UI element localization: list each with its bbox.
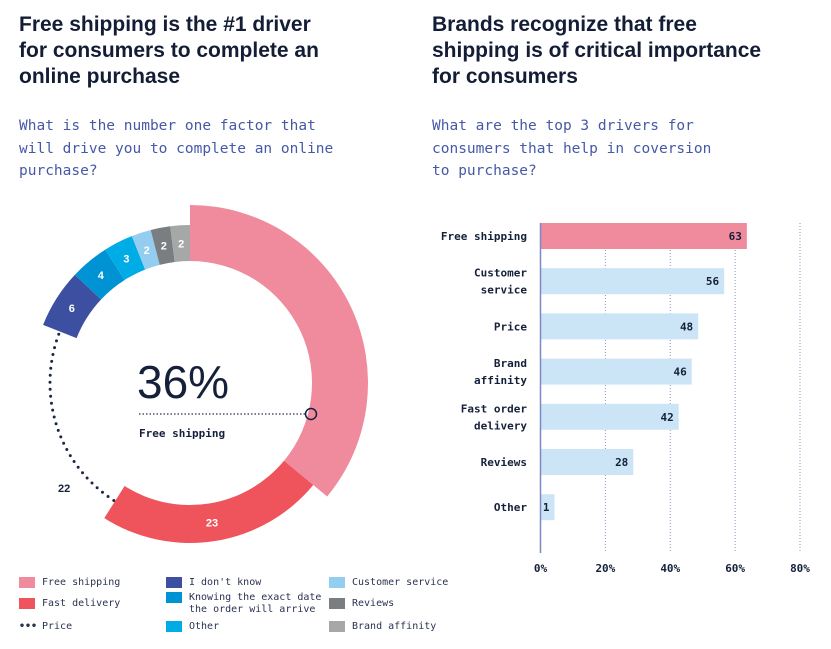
bar: [540, 358, 692, 385]
bar-value-label: 42: [660, 411, 673, 424]
legend-item: Other: [166, 621, 219, 633]
legend-swatch: [166, 592, 182, 603]
right-question-line: What are the top 3 drivers for: [432, 118, 694, 134]
left-title: Free shipping is the #1 driver for consu…: [19, 12, 319, 90]
x-tick-label: 40%: [660, 562, 680, 575]
category-label: Other: [494, 501, 527, 514]
donut-slice-value: 3: [123, 253, 129, 265]
left-title-line: Free shipping is the #1 driver: [19, 13, 311, 36]
donut-slice-fast-delivery: [104, 460, 314, 543]
bar-value-label: 48: [680, 320, 693, 333]
donut-slice-other: [105, 236, 146, 280]
bar: [540, 494, 555, 521]
legend-label: Customer service: [352, 577, 449, 588]
legend-label: Free shipping: [42, 577, 121, 588]
donut-center-value: 36%: [137, 356, 229, 408]
bar: [540, 313, 699, 340]
category-label: Customer: [474, 267, 527, 280]
donut-slice-value: 23: [206, 517, 218, 529]
category-label: Brand: [494, 357, 527, 370]
bar: [540, 449, 634, 475]
legend-label: Fast delivery: [42, 598, 121, 609]
legend-swatch: [166, 577, 182, 588]
donut-slice-value: 4: [98, 270, 105, 282]
x-tick-label: 20%: [595, 562, 615, 575]
category-label: Fast order: [461, 402, 528, 415]
legend-label-line: the order will arrive: [189, 604, 316, 615]
category-label: service: [481, 284, 528, 297]
donut-slice-reviews: [150, 226, 175, 265]
right-question: What are the top 3 drivers for consumers…: [432, 115, 711, 183]
left-title-line: for consumers to complete an: [19, 39, 319, 62]
bar-value-label: 28: [615, 456, 628, 469]
donut-slice-free-shipping: [190, 205, 368, 497]
donut-slice-value: 2: [178, 238, 184, 250]
donut-slice-value: 22: [58, 483, 70, 495]
donut-slice-customer-service: [131, 229, 160, 270]
donut-slice-value: 2: [161, 240, 167, 252]
bar: [540, 268, 725, 295]
x-tick-label: 0%: [534, 562, 548, 575]
donut-slice-price: [48, 331, 116, 502]
donut-slice-i-don-t-know: [43, 274, 102, 339]
legend-item: Knowing the exact date the order will arr…: [166, 592, 321, 616]
legend-swatch: [329, 621, 345, 632]
bar-value-label: 56: [706, 275, 720, 288]
legend-swatch: [329, 577, 345, 588]
bar-value-label: 1: [543, 501, 550, 514]
legend-item: Reviews: [329, 598, 394, 610]
x-tick-label: 60%: [725, 562, 745, 575]
legend-item: Customer service: [329, 577, 448, 589]
donut-slice-brand-affinity: [170, 225, 190, 262]
legend-label: Brand affinity: [352, 621, 437, 632]
right-title-line: Brands recognize that free: [432, 13, 697, 36]
legend-item: Brand affinity: [329, 621, 436, 633]
donut-slice-knowing-the-exact-date-the-order-will-arrive: [74, 249, 125, 300]
category-label: Price: [494, 320, 527, 333]
center-leader-marker: [304, 407, 318, 421]
bar-value-label: 46: [673, 366, 687, 379]
legend-item: I don't know: [166, 577, 261, 589]
donut-slice-value: 6: [69, 303, 75, 315]
bar-chart: 0% 20% 40% 60% 80% 63 Free shipping 56 Customer s…: [441, 223, 810, 575]
left-question-line: will drive you to complete an online: [19, 140, 334, 157]
legend-swatch: [19, 577, 35, 588]
left-title-line: online purchase: [19, 65, 181, 88]
category-label: Reviews: [481, 456, 527, 469]
right-title-line: shipping is of critical importance: [432, 39, 762, 62]
right-question-line: consumers that help in coversion: [432, 140, 712, 157]
legend-label: Knowing the exact date the order will arr…: [189, 592, 321, 616]
x-tick-label: 80%: [790, 562, 810, 575]
right-title: Brands recognize that free shipping is o…: [432, 12, 761, 90]
left-question-line: purchase?: [19, 163, 98, 179]
left-question: What is the number one factor that will …: [19, 115, 333, 183]
left-question-line: What is the number one factor that: [19, 118, 316, 134]
legend-label: Other: [189, 621, 220, 632]
dotted-line-icon: •••: [19, 621, 38, 632]
legend-item: Fast delivery: [19, 598, 120, 610]
legend-label: Reviews: [352, 598, 395, 609]
legend-label: Price: [42, 621, 73, 632]
right-question-line: to purchase?: [432, 163, 537, 179]
legend-swatch: [166, 621, 182, 632]
bar: [540, 403, 679, 430]
legend-label-line: Knowing the exact date: [189, 592, 322, 603]
legend-swatch: [19, 598, 35, 609]
bar-value-label: 63: [729, 230, 742, 243]
category-label: Free shipping: [441, 230, 527, 243]
donut-center-label: Free shipping: [139, 427, 225, 440]
category-label: delivery: [474, 419, 527, 432]
bar: [540, 223, 747, 249]
category-label: affinity: [474, 374, 527, 387]
donut-slice-value: 2: [144, 245, 150, 257]
legend-label: I don't know: [189, 577, 262, 588]
legend-swatch: [329, 598, 345, 609]
legend-item: ••• Price: [19, 621, 72, 633]
legend-item: Free shipping: [19, 577, 120, 589]
right-title-line: for consumers: [432, 65, 578, 88]
